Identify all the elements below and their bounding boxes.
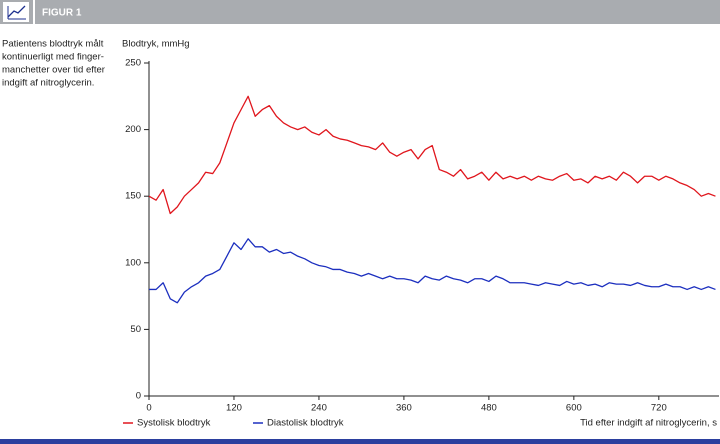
- y-tick-label: 250: [125, 58, 141, 69]
- x-tick-label: 720: [651, 403, 667, 414]
- bottom-bar: [0, 439, 720, 444]
- y-tick-label: 200: [125, 124, 141, 135]
- legend-label: Systolisk blodtryk: [137, 418, 211, 429]
- caption-line: Patientens blodtryk målt: [2, 39, 104, 50]
- caption-line: indgift af nitroglycerin.: [2, 78, 94, 89]
- y-tick-label: 50: [130, 324, 141, 335]
- y-tick-label: 150: [125, 191, 141, 202]
- x-tick-label: 240: [311, 403, 327, 414]
- y-tick-label: 100: [125, 257, 141, 268]
- caption-line: kontinuerligt med finger-: [2, 52, 104, 63]
- figure-title: FIGUR 1: [42, 8, 82, 19]
- x-tick-label: 480: [481, 403, 497, 414]
- x-tick-label: 0: [146, 403, 151, 414]
- x-axis-label: Tid efter indgift af nitroglycerin, s: [580, 418, 717, 429]
- icon: [7, 5, 26, 18]
- x-tick-label: 600: [566, 403, 582, 414]
- series-line: [148, 95, 716, 215]
- x-tick-label: 360: [396, 403, 412, 414]
- header-bar: [0, 0, 720, 24]
- x-tick-label: 120: [226, 403, 242, 414]
- y-tick-label: 0: [136, 391, 141, 402]
- legend-label: Diastolisk blodtryk: [267, 418, 344, 429]
- y-axis-label: Blodtryk, mmHg: [122, 39, 190, 50]
- series-line: [149, 238, 716, 304]
- caption-line: manchetter over tid efter: [2, 65, 105, 76]
